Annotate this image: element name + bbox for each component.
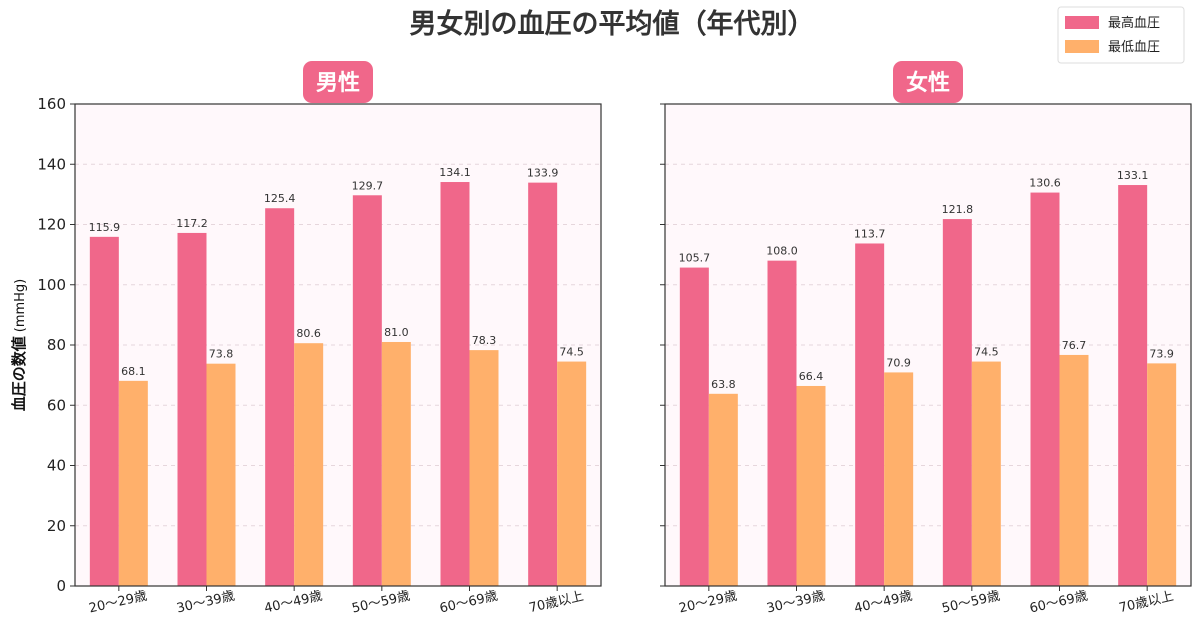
y-tick-label: 120 <box>37 216 66 234</box>
x-tick-label: 70歳以上 <box>1118 589 1175 616</box>
y-tick-label: 60 <box>47 396 66 414</box>
value-label-min: 80.6 <box>296 327 321 340</box>
bar-max <box>528 182 558 586</box>
panel-title: 男性 <box>316 71 360 96</box>
bar-max <box>89 236 119 586</box>
x-tick-label: 30～39歳 <box>175 589 236 617</box>
value-label-max: 108.0 <box>766 245 798 258</box>
plot-area <box>665 104 1191 586</box>
bar-max <box>767 260 797 586</box>
y-tick-label: 20 <box>47 517 66 535</box>
value-label-max: 105.7 <box>679 252 711 265</box>
x-tick-label: 50～59歳 <box>941 589 1002 617</box>
bar-max <box>265 208 295 587</box>
plot-area <box>75 104 601 586</box>
bar-max <box>1118 185 1148 586</box>
x-tick-label: 30～39歳 <box>765 589 826 617</box>
bar-min <box>1059 354 1089 586</box>
bar-max <box>942 219 972 586</box>
legend-swatch-max <box>1065 16 1099 29</box>
x-tick-label: 60～69歳 <box>438 589 499 617</box>
x-tick-label: 50～59歳 <box>351 589 412 617</box>
bar-max <box>352 195 382 586</box>
bar-min <box>294 343 324 586</box>
value-label-max: 134.1 <box>439 166 471 179</box>
bar-min <box>1147 363 1177 586</box>
bar-max <box>855 243 885 586</box>
value-label-max: 125.4 <box>264 192 296 205</box>
bar-min <box>971 361 1001 586</box>
legend-label-max: 最高血圧 <box>1108 15 1160 31</box>
value-label-min: 81.0 <box>384 326 409 339</box>
panel-title: 女性 <box>906 70 950 96</box>
bar-min <box>469 350 499 586</box>
y-tick-label: 100 <box>37 276 66 294</box>
y-axis-label: 血圧の数値 (mmHg) <box>10 279 28 412</box>
bar-min <box>884 372 914 586</box>
y-tick-label: 140 <box>37 155 66 173</box>
value-label-min: 68.1 <box>121 365 146 378</box>
value-label-min: 73.8 <box>209 348 234 361</box>
panel-title-badge <box>893 61 963 103</box>
value-label-min: 74.5 <box>974 346 999 359</box>
y-axis-label-unit: (mmHg) <box>13 279 28 333</box>
value-label-min: 78.3 <box>472 334 497 347</box>
legend-label-min: 最低血圧 <box>1108 40 1160 55</box>
legend: 最高血圧 最低血圧 <box>1057 6 1185 64</box>
x-tick-label: 60～69歳 <box>1028 589 1089 617</box>
value-label-max: 117.2 <box>176 217 208 230</box>
y-axis-label-text: 血圧の数値 <box>10 336 28 411</box>
bar-max <box>440 182 470 586</box>
value-label-max: 133.9 <box>527 167 559 180</box>
panel-title-badge <box>303 61 373 103</box>
bar-min <box>206 363 236 586</box>
panel-1: 105.7 63.8 20～29歳 108.0 66.4 30～39歳 113.7 70.9 4… <box>660 61 1192 617</box>
chart-title: 男女別の血圧の平均値（年代別） <box>410 8 815 40</box>
x-tick-label: 40～49歳 <box>853 589 914 617</box>
bar-min <box>118 380 148 586</box>
value-label-max: 115.9 <box>89 221 121 234</box>
plot-frame <box>74 103 602 587</box>
value-label-min: 63.8 <box>711 378 736 391</box>
y-tick-label: 80 <box>47 336 66 354</box>
y-tick-label: 0 <box>56 577 66 595</box>
value-label-max: 133.1 <box>1117 169 1149 182</box>
bar-min <box>708 393 738 586</box>
x-tick-label: 20～29歳 <box>88 589 149 617</box>
value-label-max: 129.7 <box>352 179 384 192</box>
bar-max <box>1030 192 1060 586</box>
bar-min <box>796 385 826 586</box>
x-tick-label: 20～29歳 <box>678 589 739 617</box>
y-tick-label: 40 <box>47 457 66 475</box>
value-label-min: 66.4 <box>799 370 824 383</box>
y-tick-label: 160 <box>37 95 66 113</box>
value-label-min: 76.7 <box>1062 339 1087 352</box>
plot-frame <box>664 103 1192 587</box>
x-tick-label: 40～49歳 <box>263 589 324 617</box>
panels: 0 20 40 60 80 100 120 140 160 115.9 68.1 20～29歳 117.… <box>37 61 1192 617</box>
legend-swatch-min <box>1065 40 1099 53</box>
value-label-min: 74.5 <box>559 346 584 359</box>
bar-max <box>679 267 709 586</box>
value-label-min: 73.9 <box>1149 347 1174 360</box>
bar-max <box>177 232 207 586</box>
bar-min <box>381 341 411 586</box>
value-label-min: 70.9 <box>886 356 911 369</box>
bar-min <box>557 361 587 586</box>
value-label-max: 130.6 <box>1029 177 1061 190</box>
x-tick-label: 70歳以上 <box>528 589 585 616</box>
value-label-max: 121.8 <box>942 203 974 216</box>
panel-0: 0 20 40 60 80 100 120 140 160 115.9 68.1 20～29歳 117.… <box>37 61 602 617</box>
value-label-max: 113.7 <box>854 227 886 240</box>
